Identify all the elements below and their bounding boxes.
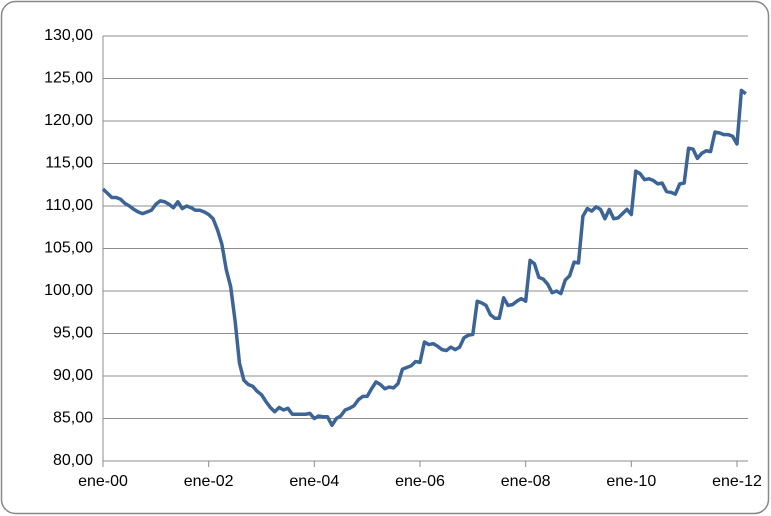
y-tick-label: 115,00	[45, 155, 93, 172]
y-tick-label: 130,00	[44, 27, 93, 44]
y-tick-label: 120,00	[44, 112, 93, 129]
x-tick-label: ene-00	[78, 473, 128, 490]
y-tick-label: 85,00	[53, 410, 93, 427]
y-tick-label: 105,00	[44, 240, 93, 257]
x-tick-label: ene-10	[606, 473, 656, 490]
y-tick-label: 90,00	[53, 367, 93, 384]
x-tick-label: ene-02	[184, 473, 234, 490]
y-tick-label: 100,00	[44, 282, 93, 299]
y-tick-label: 110,00	[45, 197, 93, 214]
y-tick-label: 80,00	[53, 452, 93, 469]
y-tick-label: 95,00	[53, 325, 93, 342]
x-tick-label: ene-12	[712, 473, 762, 490]
y-tick-label: 125,00	[44, 70, 93, 87]
data-line	[101, 88, 747, 428]
x-tick-label: ene-04	[289, 473, 339, 490]
x-tick-label: ene-06	[395, 473, 445, 490]
x-tick-label: ene-08	[501, 473, 551, 490]
